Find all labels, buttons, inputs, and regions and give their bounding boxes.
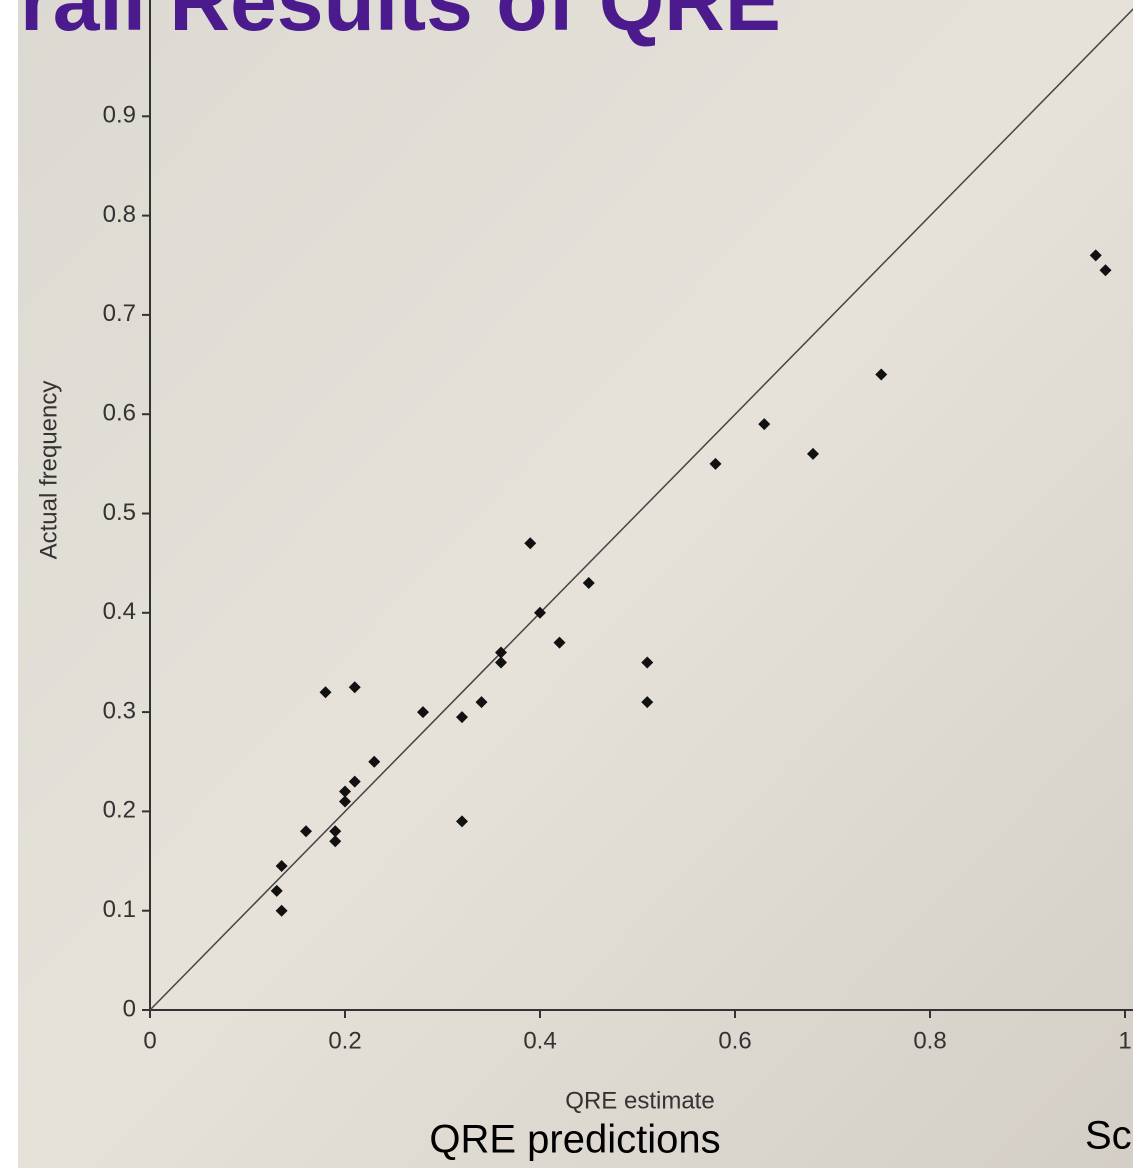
x-tick-label: 0 <box>143 1027 156 1054</box>
y-tick-label: 0.4 <box>103 598 136 625</box>
x-axis-label: QRE estimate <box>565 1087 714 1114</box>
x-tick-label: 1 <box>1118 1027 1131 1054</box>
y-tick-label: 0.8 <box>103 201 136 228</box>
y-tick-label: 0.1 <box>103 896 136 923</box>
slide-title: rall Results of QRE <box>20 0 781 48</box>
x-tick-label: 0.2 <box>328 1027 361 1054</box>
y-axis-label: Actual frequency <box>35 381 62 560</box>
book-page <box>18 0 1133 1168</box>
y-tick-label: 0.2 <box>103 797 136 824</box>
y-tick-label: 0.3 <box>103 697 136 724</box>
y-tick-label: 0.9 <box>103 102 136 129</box>
y-tick-label: 0.7 <box>103 300 136 327</box>
x-tick-label: 0.6 <box>718 1027 751 1054</box>
slide: rall Results of QRE Actual frequency QRE… <box>0 0 1133 1168</box>
x-tick-label: 0.8 <box>913 1027 946 1054</box>
y-tick-label: 0.6 <box>103 400 136 427</box>
y-tick-label: 0 <box>123 995 136 1022</box>
caption-right: Sc <box>1085 1114 1132 1158</box>
y-tick-label: 0.5 <box>103 499 136 526</box>
caption-left: QRE predictions <box>429 1118 720 1162</box>
x-tick-label: 0.4 <box>523 1027 556 1054</box>
